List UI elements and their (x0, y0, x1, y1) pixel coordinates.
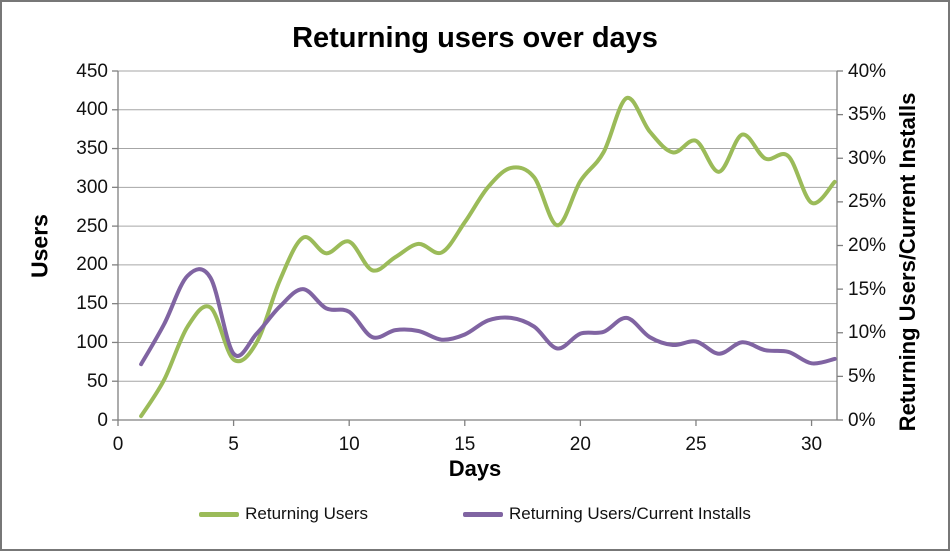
x-axis-tick-label: 5 (228, 434, 239, 455)
y-axis-right-tick-label: 0% (848, 409, 876, 431)
y-axis-left-tick-label: 250 (76, 215, 108, 237)
legend: Returning Users Returning Users/Current … (0, 501, 950, 527)
y-axis-left-tick-label: 200 (76, 254, 108, 276)
y-axis-right-tick-label: 20% (848, 235, 887, 256)
x-axis-tick-label: 25 (685, 434, 707, 455)
legend-label-returning-users-current-installs: Returning Users/Current Installs (508, 504, 751, 523)
legend-line-swatch-returning-users-current-installs (462, 511, 503, 517)
y-axis-right-tick-label: 35% (848, 104, 887, 126)
y-axis-left-tick-label: 450 (76, 60, 108, 82)
chart-title: Returning users over days (292, 22, 658, 54)
y-axis-left-tick-label: 400 (76, 99, 108, 121)
y-axis-right-tick-label: 30% (848, 147, 887, 169)
x-axis-tick-label: 10 (338, 434, 360, 455)
y-axis-left-tick-label: 0 (97, 409, 108, 431)
legend-item-returning-users-current-installs: Returning Users/Current Installs (462, 504, 751, 524)
y-axis-right-tick-label: 40% (848, 60, 887, 82)
y-axis-right-tick-label: 15% (848, 278, 887, 300)
x-axis-tick-label: 15 (454, 434, 476, 455)
y-axis-right-tick-label: 25% (848, 191, 887, 213)
y-axis-left-tick-label: 50 (86, 370, 108, 392)
x-axis-tick-label: 20 (569, 434, 591, 455)
y-axis-left-tick-label: 100 (76, 331, 108, 353)
y-axis-right-tick-label: 10% (848, 322, 887, 344)
x-axis-tick-label: 30 (800, 434, 823, 455)
legend-item-returning-users: Returning Users (199, 504, 368, 524)
series-line-returning-users (139, 96, 837, 419)
legend-label-returning-users: Returning Users (245, 504, 368, 523)
y-axis-left-tick-label: 300 (76, 176, 108, 198)
x-axis-title: Days (448, 456, 502, 481)
x-axis-tick-label: 0 (112, 434, 124, 455)
series-line-returning-users-current-installs (139, 267, 837, 367)
y-axis-left-tick-label: 150 (76, 293, 108, 315)
y-axis-left-tick-label: 350 (76, 138, 108, 160)
legend-line-swatch-returning-users (199, 511, 240, 517)
y-axis-right-tick-label: 5% (848, 365, 876, 387)
